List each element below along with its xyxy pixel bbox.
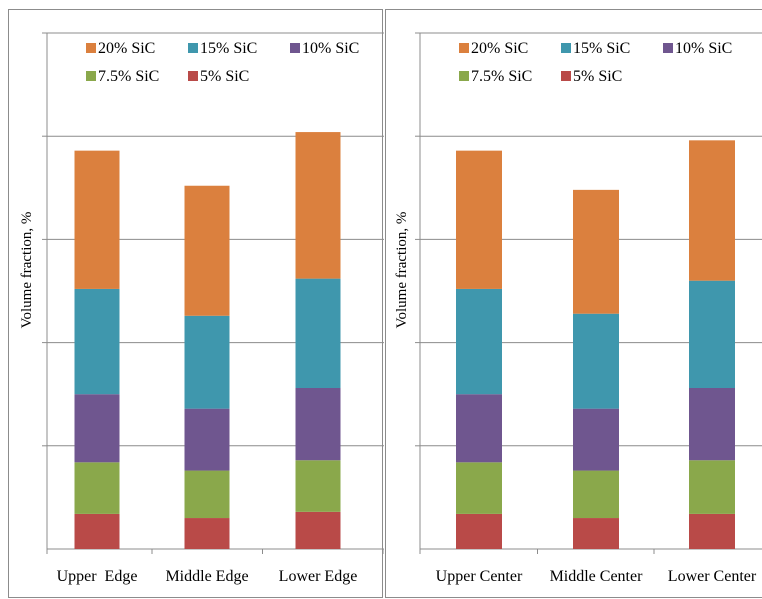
chart-center: Volume fraction, % Upper Center Middle Ce… [394,32,762,585]
legend-swatch [459,43,469,53]
chart-panel-center: Volume fraction, % Upper Center Middle Ce… [385,9,762,598]
bar-7-5-sic-2 [689,460,735,514]
bar-15-sic-2 [689,280,735,389]
bar-20-sic-2 [689,140,735,281]
bar-7-5-sic-1 [184,470,230,519]
chart-edge: Volume fraction, % Upper Edge Middle Edge… [19,32,384,585]
y-axis-label: Volume fraction, % [394,212,410,329]
x-tick-label: Lower Edge [279,568,358,585]
bar-5-sic-2 [689,513,735,549]
legend-swatch [86,71,96,81]
legend-swatch [86,43,96,53]
x-tick-label: Lower Center [668,568,757,585]
bar-10-sic-1 [573,408,619,471]
bar-15-sic-2 [295,278,341,389]
bar-20-sic-1 [184,185,230,316]
legend-swatch [561,43,571,53]
legend-swatch [561,71,571,81]
x-tick-label: Upper Edge [57,568,138,585]
bar-7-5-sic-2 [295,460,341,512]
bar-10-sic-0 [74,394,120,463]
bar-5-sic-0 [74,513,120,549]
bar-20-sic-1 [573,189,619,314]
chart-panel-edge: Volume fraction, % Upper Edge Middle Edge… [8,9,384,598]
bar-20-sic-0 [456,150,502,289]
bar-5-sic-1 [573,518,619,549]
legend-label: 10% SiC [675,40,732,57]
legend-label: 7.5% SiC [471,68,532,85]
y-axis-label: Volume fraction, % [19,212,35,329]
bar-5-sic-0 [456,513,502,549]
bar-15-sic-0 [456,288,502,395]
legend-label: 20% SiC [98,40,155,57]
legend-label: 10% SiC [302,40,359,57]
legend-label: 5% SiC [573,68,622,85]
legend-swatch [290,43,300,53]
x-tick-label: Middle Center [550,568,644,585]
legend-label: 5% SiC [200,68,249,85]
bar-15-sic-1 [573,313,619,409]
bar-5-sic-2 [295,511,341,549]
legend-swatch [663,43,673,53]
bar-7-5-sic-1 [573,470,619,519]
legend-label: 15% SiC [573,40,630,57]
bar-5-sic-1 [184,518,230,549]
legend-swatch [188,71,198,81]
legend-label: 7.5% SiC [98,68,159,85]
bar-7-5-sic-0 [456,462,502,514]
bar-20-sic-0 [74,150,120,289]
bar-7-5-sic-0 [74,462,120,514]
x-tick-label: Middle Edge [165,568,248,585]
x-tick-label: Upper Center [436,568,523,585]
legend-label: 20% SiC [471,40,528,57]
legend-swatch [459,71,469,81]
legend-label: 15% SiC [200,40,257,57]
bar-10-sic-2 [689,388,735,461]
bar-15-sic-0 [74,288,120,395]
bar-20-sic-2 [295,132,341,279]
bar-10-sic-1 [184,408,230,471]
legend-swatch [188,43,198,53]
bar-10-sic-0 [456,394,502,463]
bar-10-sic-2 [295,388,341,461]
bar-15-sic-1 [184,315,230,409]
